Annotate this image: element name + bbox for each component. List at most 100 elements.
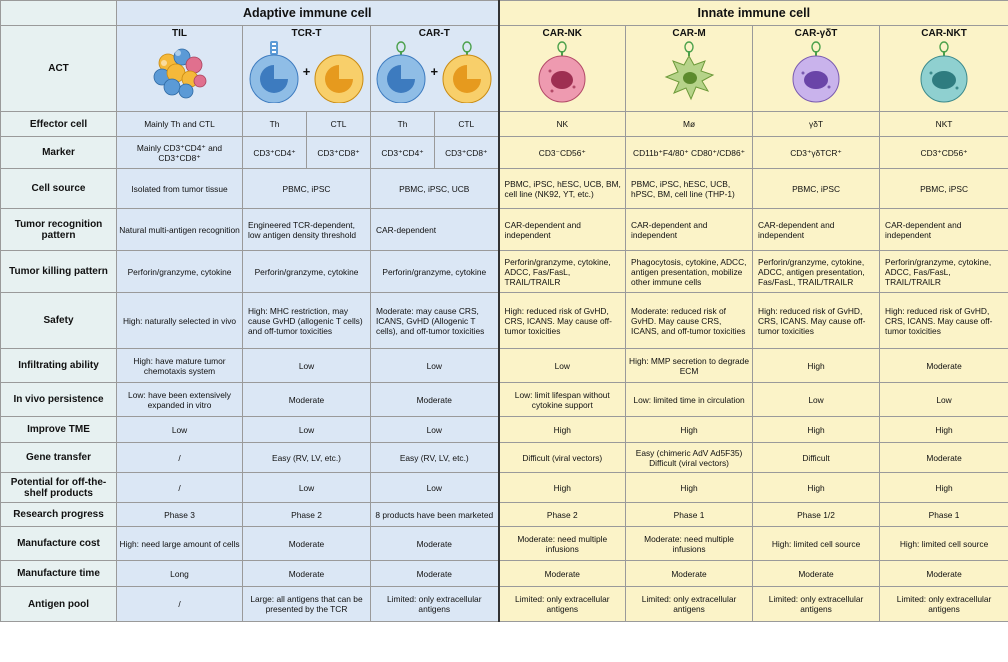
tcr-t-cells-icon: + [245, 41, 368, 103]
cell-m: CD11b⁺F4/80⁺ CD80⁺/CD86⁺ [625, 136, 754, 169]
cell-car: Easy (RV, LV, etc.) [369, 442, 500, 473]
cell-tcr: Low [242, 472, 371, 503]
cell-til: Mainly CD3⁺CD4⁺ and CD3⁺CD8⁺ [116, 136, 243, 169]
row-label-antigen: Antigen pool [0, 586, 117, 622]
col-til: TIL [116, 25, 243, 112]
row-tme: Improve TME Low Low Low High High High High [0, 416, 1008, 443]
cell-gdt: High: reduced risk of GvHD, CRS, ICANS. … [752, 292, 881, 349]
row-label-tme: Improve TME [0, 416, 117, 443]
cell-m: High [625, 416, 754, 443]
row-label-safety: Safety [0, 292, 117, 349]
cell-nkt: High [879, 472, 1008, 503]
cell-gdt: γδT [752, 111, 881, 137]
row-label-time: Manufacture time [0, 560, 117, 587]
row-label-cost: Manufacture cost [0, 526, 117, 561]
cell-nk: Perforin/granzyme, cytokine, ADCC, Fas/F… [498, 250, 627, 293]
cell-til: Isolated from tumor tissue [116, 168, 243, 209]
cell-nkt: Moderate [879, 560, 1008, 587]
cell-nk: CAR-dependent and independent [498, 208, 627, 251]
cell-m: Moderate: need multiple infusions [625, 526, 754, 561]
cell-car: 8 products have been marketed [369, 502, 500, 527]
cell-tcr: Engineered TCR-dependent, low antigen de… [242, 208, 371, 251]
cell-car-a: CD3⁺CD4⁺ [370, 136, 435, 169]
col-name-car-t: CAR-T [418, 28, 450, 39]
col-car-nk: CAR-NK [498, 25, 627, 112]
col-car-t: CAR-T + [369, 25, 500, 112]
cell-m: Limited: only extracellular antigens [625, 586, 754, 622]
cell-nkt: Low [879, 382, 1008, 417]
row-label-source: Cell source [0, 168, 117, 209]
col-tcr-t: TCR-T + [242, 25, 371, 112]
adaptive-group-header: Adaptive immune cell [115, 0, 500, 26]
cell-m: Moderate [625, 560, 754, 587]
cell-nkt: CAR-dependent and independent [879, 208, 1008, 251]
cell-nk: Moderate [498, 560, 627, 587]
cell-nkt: Limited: only extracellular antigens [879, 586, 1008, 622]
row-antigen: Antigen pool / Large: all antigens that ca… [0, 586, 1008, 622]
cell-gdt: Phase 1/2 [752, 502, 881, 527]
til-cluster-icon [153, 48, 206, 99]
comparison-table: Adaptive immune cell Innate immune cell … [0, 0, 1008, 622]
row-label-research: Research progress [0, 502, 117, 527]
cell-gdt: Limited: only extracellular antigens [752, 586, 881, 622]
cell-til: / [116, 472, 243, 503]
cell-m: High: MMP secretion to degrade ECM [625, 348, 754, 383]
cell-tcr-b: CD3⁺CD8⁺ [306, 136, 371, 169]
cell-gdt: Perforin/granzyme, cytokine, ADCC, antig… [752, 250, 881, 293]
row-label-gene: Gene transfer [0, 442, 117, 473]
car-nk-cell-icon [538, 41, 586, 103]
row-safety: Safety High: naturally selected in vivo Hi… [0, 292, 1008, 349]
cell-nk: High [498, 416, 627, 443]
cell-car: CAR-dependent [369, 208, 500, 251]
tcr-ctl-cell-icon [314, 54, 364, 103]
cell-nkt: High [879, 416, 1008, 443]
row-label-effector: Effector cell [0, 111, 117, 137]
cell-til: Perforin/granzyme, cytokine [116, 250, 243, 293]
cell-til: Natural multi-antigen recognition [116, 208, 243, 251]
row-label-recognition: Tumor recognition pattern [0, 208, 117, 251]
cell-gdt: CAR-dependent and independent [752, 208, 881, 251]
plus-sign: + [430, 64, 439, 79]
row-label-killing: Tumor killing pattern [0, 250, 117, 293]
cell-m: Phagocytosis, cytokine, ADCC, antigen pr… [625, 250, 754, 293]
car-m-macrophage-icon [664, 41, 715, 101]
cell-nkt: Moderate [879, 348, 1008, 383]
cell-nk: Low [498, 348, 627, 383]
col-name-tcr-t: TCR-T [291, 28, 322, 39]
cell-til: / [116, 442, 243, 473]
cell-tcr: PBMC, iPSC [242, 168, 371, 209]
cell-nk: CD3⁻CD56⁺ [498, 136, 627, 169]
cell-gdt: Low [752, 382, 881, 417]
cell-tcr-a: CD3⁺CD4⁺ [242, 136, 307, 169]
row-recognition: Tumor recognition pattern Natural multi-a… [0, 208, 1008, 251]
cell-tcr: Low [242, 348, 371, 383]
row-source: Cell source Isolated from tumor tissue PBM… [0, 168, 1008, 209]
cell-car: Moderate [369, 382, 500, 417]
col-name-car-nk: CAR-NK [542, 28, 582, 39]
row-label-offshelf: Potential for off-the-shelf products [0, 472, 117, 503]
cell-gdt: CD3⁺γδTCR⁺ [752, 136, 881, 169]
cell-car: PBMC, iPSC, UCB [369, 168, 500, 209]
cell-gdt: High: limited cell source [752, 526, 881, 561]
cell-til: High: have mature tumor chemotaxis syste… [116, 348, 243, 383]
row-offshelf: Potential for off-the-shelf products / Low… [0, 472, 1008, 503]
cell-gdt: Moderate [752, 560, 881, 587]
row-marker: Marker Mainly CD3⁺CD4⁺ and CD3⁺CD8⁺ CD3⁺CD… [0, 136, 1008, 169]
cell-car-a: Th [370, 111, 435, 137]
cell-nkt: Moderate [879, 442, 1008, 473]
cell-til: Low [116, 416, 243, 443]
cell-m: Low: limited time in circulation [625, 382, 754, 417]
row-effector: Effector cell Mainly Th and CTL Th CTL Th CTL… [0, 111, 1008, 137]
col-car-m: CAR-M [625, 25, 754, 112]
cell-gdt: PBMC, iPSC [752, 168, 881, 209]
cell-m: Easy (chimeric AdV Ad5F35) Difficult (vi… [625, 442, 754, 473]
cell-gdt: High [752, 348, 881, 383]
tcr-th-cell-icon [249, 41, 299, 103]
cell-tcr: Low [242, 416, 371, 443]
cell-car: Perforin/granzyme, cytokine [369, 250, 500, 293]
cell-tcr: Perforin/granzyme, cytokine [242, 250, 371, 293]
cell-tcr: Moderate [242, 560, 371, 587]
cell-til: Long [116, 560, 243, 587]
cell-til: High: need large amount of cells [116, 526, 243, 561]
cell-nkt: CD3⁺CD56⁺ [879, 136, 1008, 169]
